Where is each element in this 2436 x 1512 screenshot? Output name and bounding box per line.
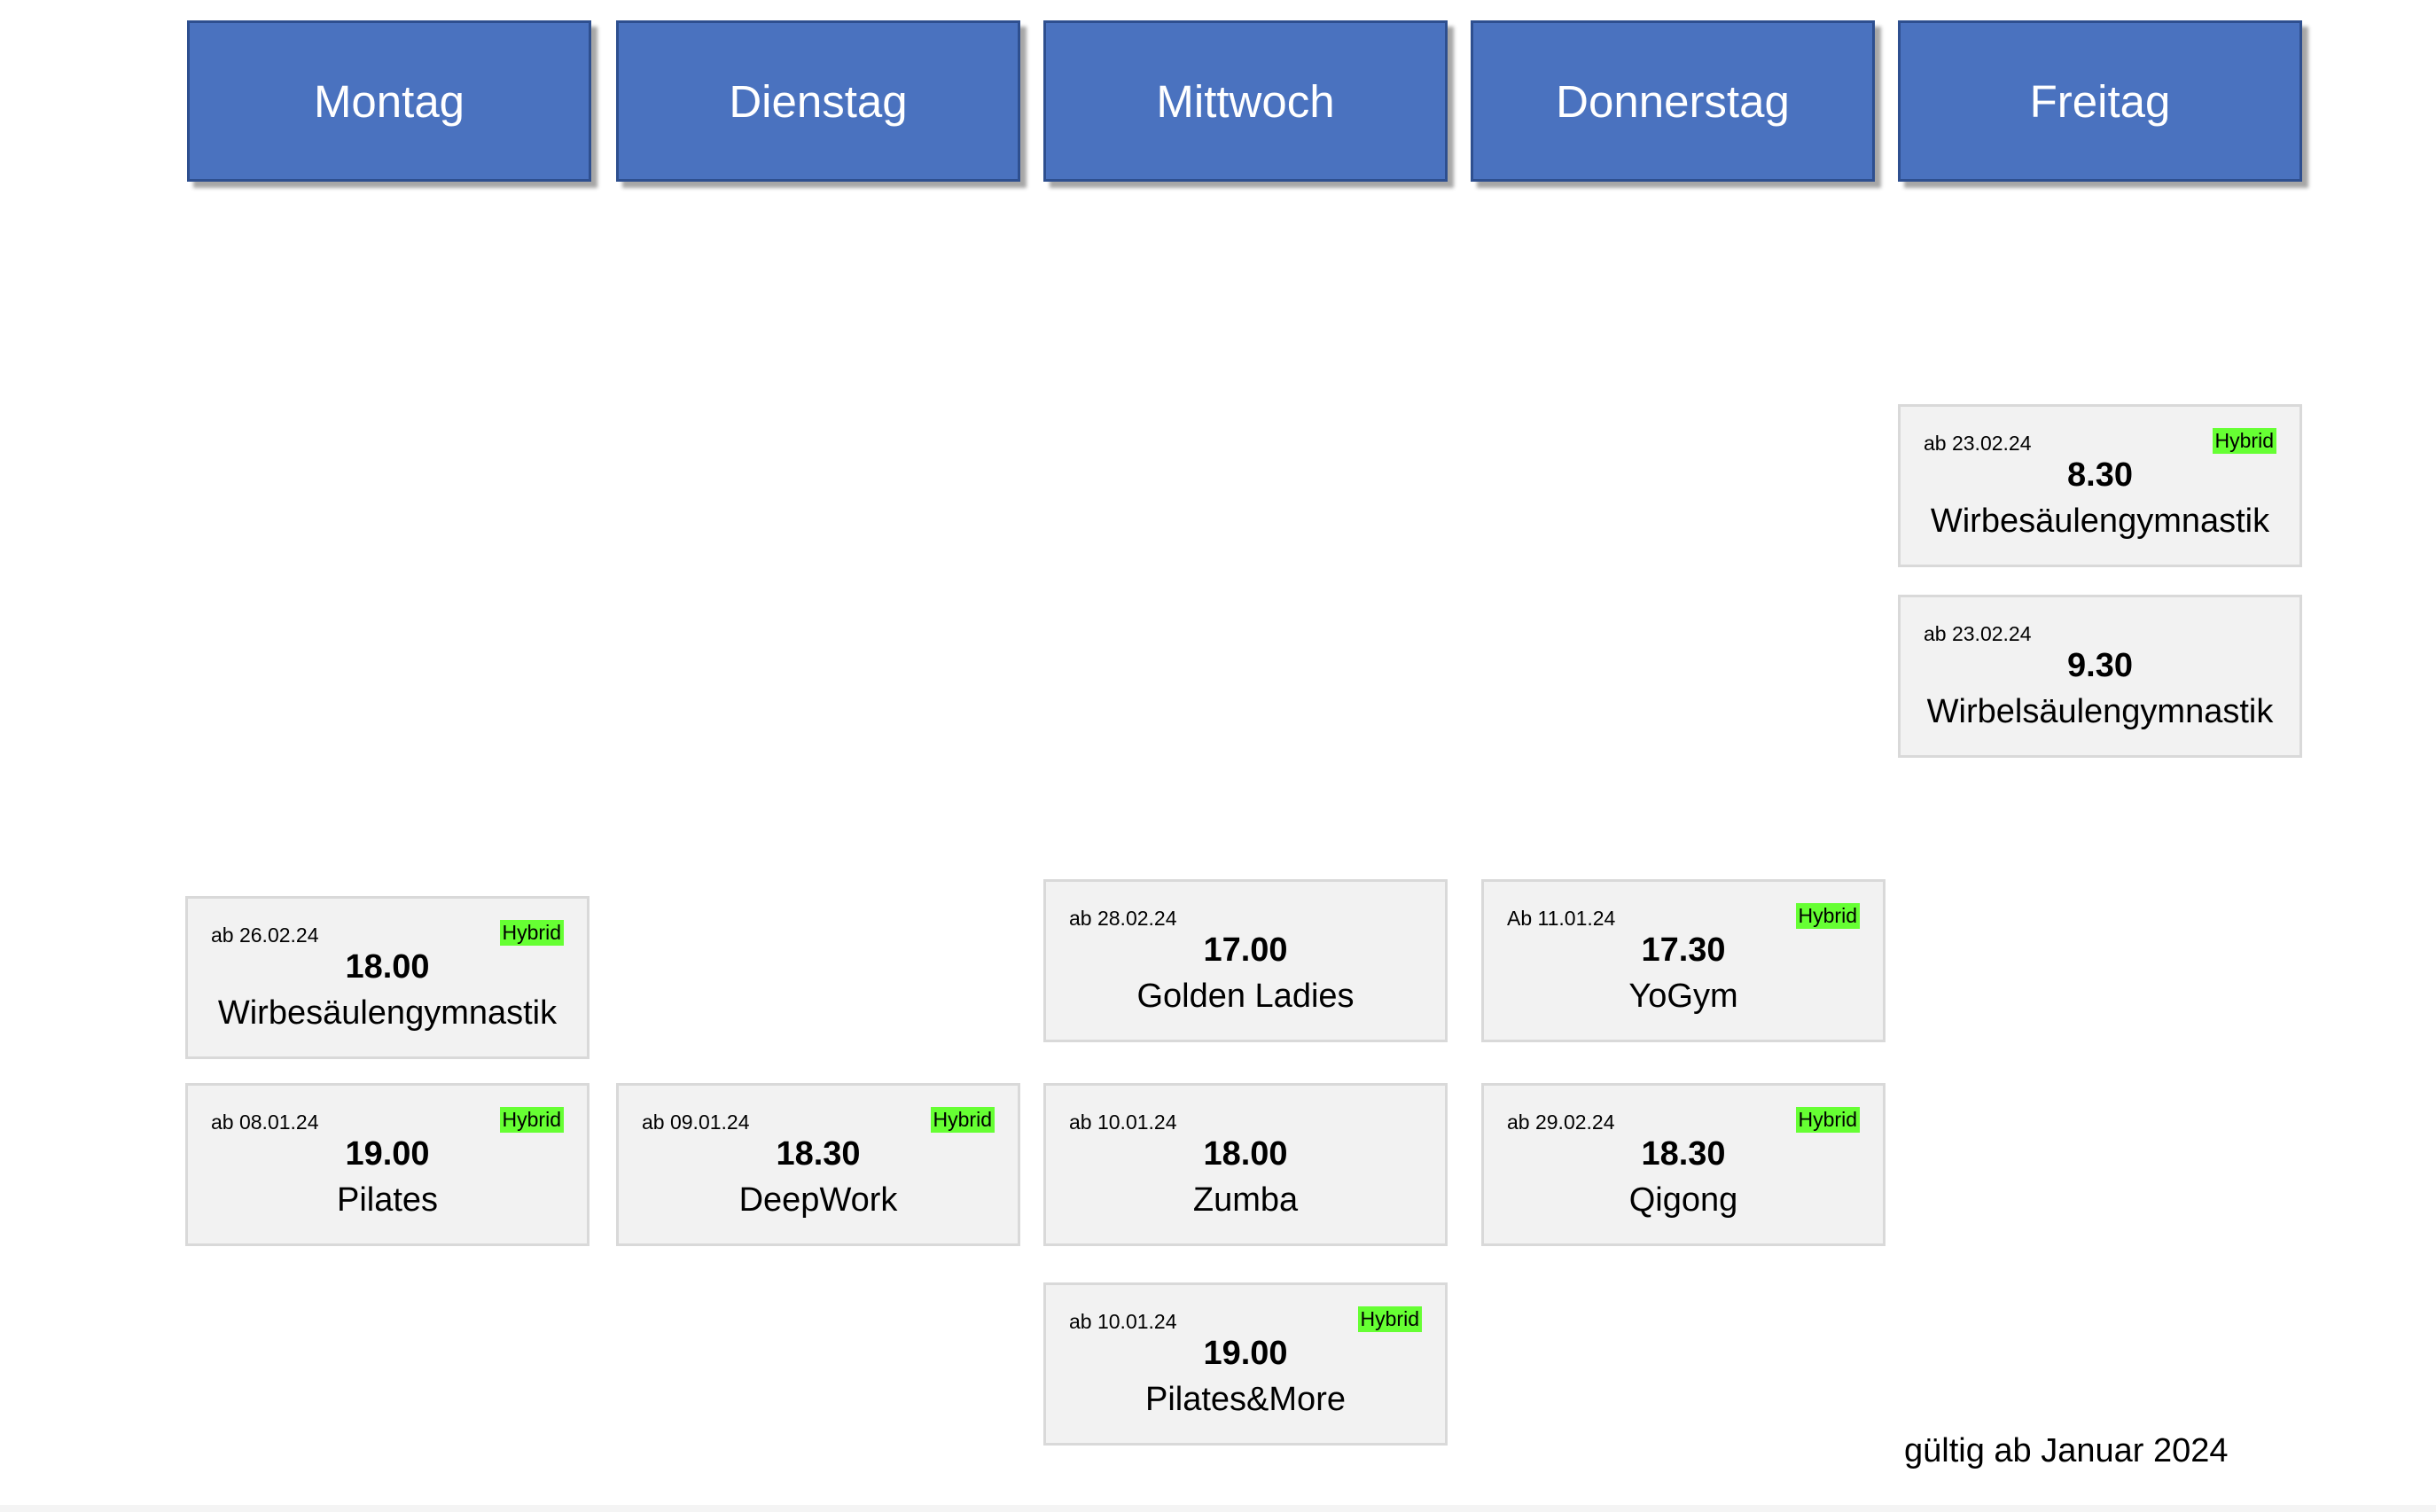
class-name: Pilates <box>336 1181 439 1219</box>
class-name: Golden Ladies <box>1136 978 1355 1015</box>
class-start-date: ab 23.02.24 <box>1924 622 2032 645</box>
hybrid-badge: Hybrid <box>2212 428 2276 454</box>
class-card: ab 23.02.24 Hybrid 8.30 Wirbesäulengymna… <box>1898 404 2302 567</box>
day-label: Donnerstag <box>1556 75 1790 127</box>
class-start-date: ab 26.02.24 <box>211 924 319 947</box>
hybrid-badge: Hybrid <box>1357 1306 1422 1332</box>
class-card: ab 28.02.24 17.00 Golden Ladies <box>1043 879 1448 1042</box>
class-card: ab 26.02.24 Hybrid 18.00 Wirbesäulengymn… <box>185 896 589 1059</box>
class-name: Zumba <box>1192 1181 1299 1219</box>
class-time: 18.00 <box>345 948 430 986</box>
day-header-dienstag: Dienstag <box>616 20 1020 182</box>
day-label: Freitag <box>2029 75 2171 127</box>
day-header-montag: Montag <box>187 20 591 182</box>
class-time: 18.30 <box>1641 1135 1726 1173</box>
class-name: YoGym <box>1628 978 1738 1015</box>
class-time: 9.30 <box>2067 647 2133 684</box>
class-time: 17.30 <box>1641 931 1726 969</box>
class-time: 19.00 <box>345 1135 430 1173</box>
hybrid-badge: Hybrid <box>930 1107 995 1133</box>
class-start-date: ab 08.01.24 <box>211 1111 319 1134</box>
class-time: 8.30 <box>2067 456 2133 494</box>
class-time: 19.00 <box>1203 1335 1288 1372</box>
class-card: Ab 11.01.24 Hybrid 17.30 YoGym <box>1481 879 1886 1042</box>
class-name: Wirbesäulengymnastik <box>217 994 558 1032</box>
class-start-date: ab 09.01.24 <box>642 1111 750 1134</box>
class-card: ab 10.01.24 Hybrid 19.00 Pilates&More <box>1043 1282 1448 1446</box>
class-name: Wirbelsäulengymnastik <box>1926 693 2274 730</box>
class-start-date: ab 23.02.24 <box>1924 432 2032 455</box>
class-time: 17.00 <box>1203 931 1288 969</box>
hybrid-badge: Hybrid <box>1795 903 1860 929</box>
day-label: Montag <box>313 75 465 127</box>
class-name: Wirbesäulengymnastik <box>1930 503 2270 540</box>
class-card: ab 10.01.24 18.00 Zumba <box>1043 1083 1448 1246</box>
class-start-date: Ab 11.01.24 <box>1507 907 1616 930</box>
class-name: DeepWork <box>738 1181 898 1219</box>
day-header-freitag: Freitag <box>1898 20 2302 182</box>
day-label: Mittwoch <box>1156 75 1335 127</box>
hybrid-badge: Hybrid <box>499 920 564 946</box>
class-start-date: ab 10.01.24 <box>1069 1111 1177 1134</box>
day-header-donnerstag: Donnerstag <box>1471 20 1875 182</box>
class-name: Pilates&More <box>1145 1381 1346 1418</box>
bottom-divider <box>0 1505 2436 1512</box>
class-start-date: ab 10.01.24 <box>1069 1310 1177 1333</box>
day-label: Dienstag <box>729 75 908 127</box>
validity-note: gültig ab Januar 2024 <box>1904 1432 2229 1469</box>
class-card: ab 23.02.24 9.30 Wirbelsäulengymnastik <box>1898 595 2302 758</box>
class-time: 18.00 <box>1203 1135 1288 1173</box>
class-start-date: ab 29.02.24 <box>1507 1111 1615 1134</box>
hybrid-badge: Hybrid <box>499 1107 564 1133</box>
class-time: 18.30 <box>776 1135 861 1173</box>
class-name: Qigong <box>1628 1181 1738 1219</box>
day-header-mittwoch: Mittwoch <box>1043 20 1448 182</box>
class-card: ab 09.01.24 Hybrid 18.30 DeepWork <box>616 1083 1020 1246</box>
class-card: ab 29.02.24 Hybrid 18.30 Qigong <box>1481 1083 1886 1246</box>
class-card: ab 08.01.24 Hybrid 19.00 Pilates <box>185 1083 589 1246</box>
hybrid-badge: Hybrid <box>1795 1107 1860 1133</box>
class-start-date: ab 28.02.24 <box>1069 907 1177 930</box>
